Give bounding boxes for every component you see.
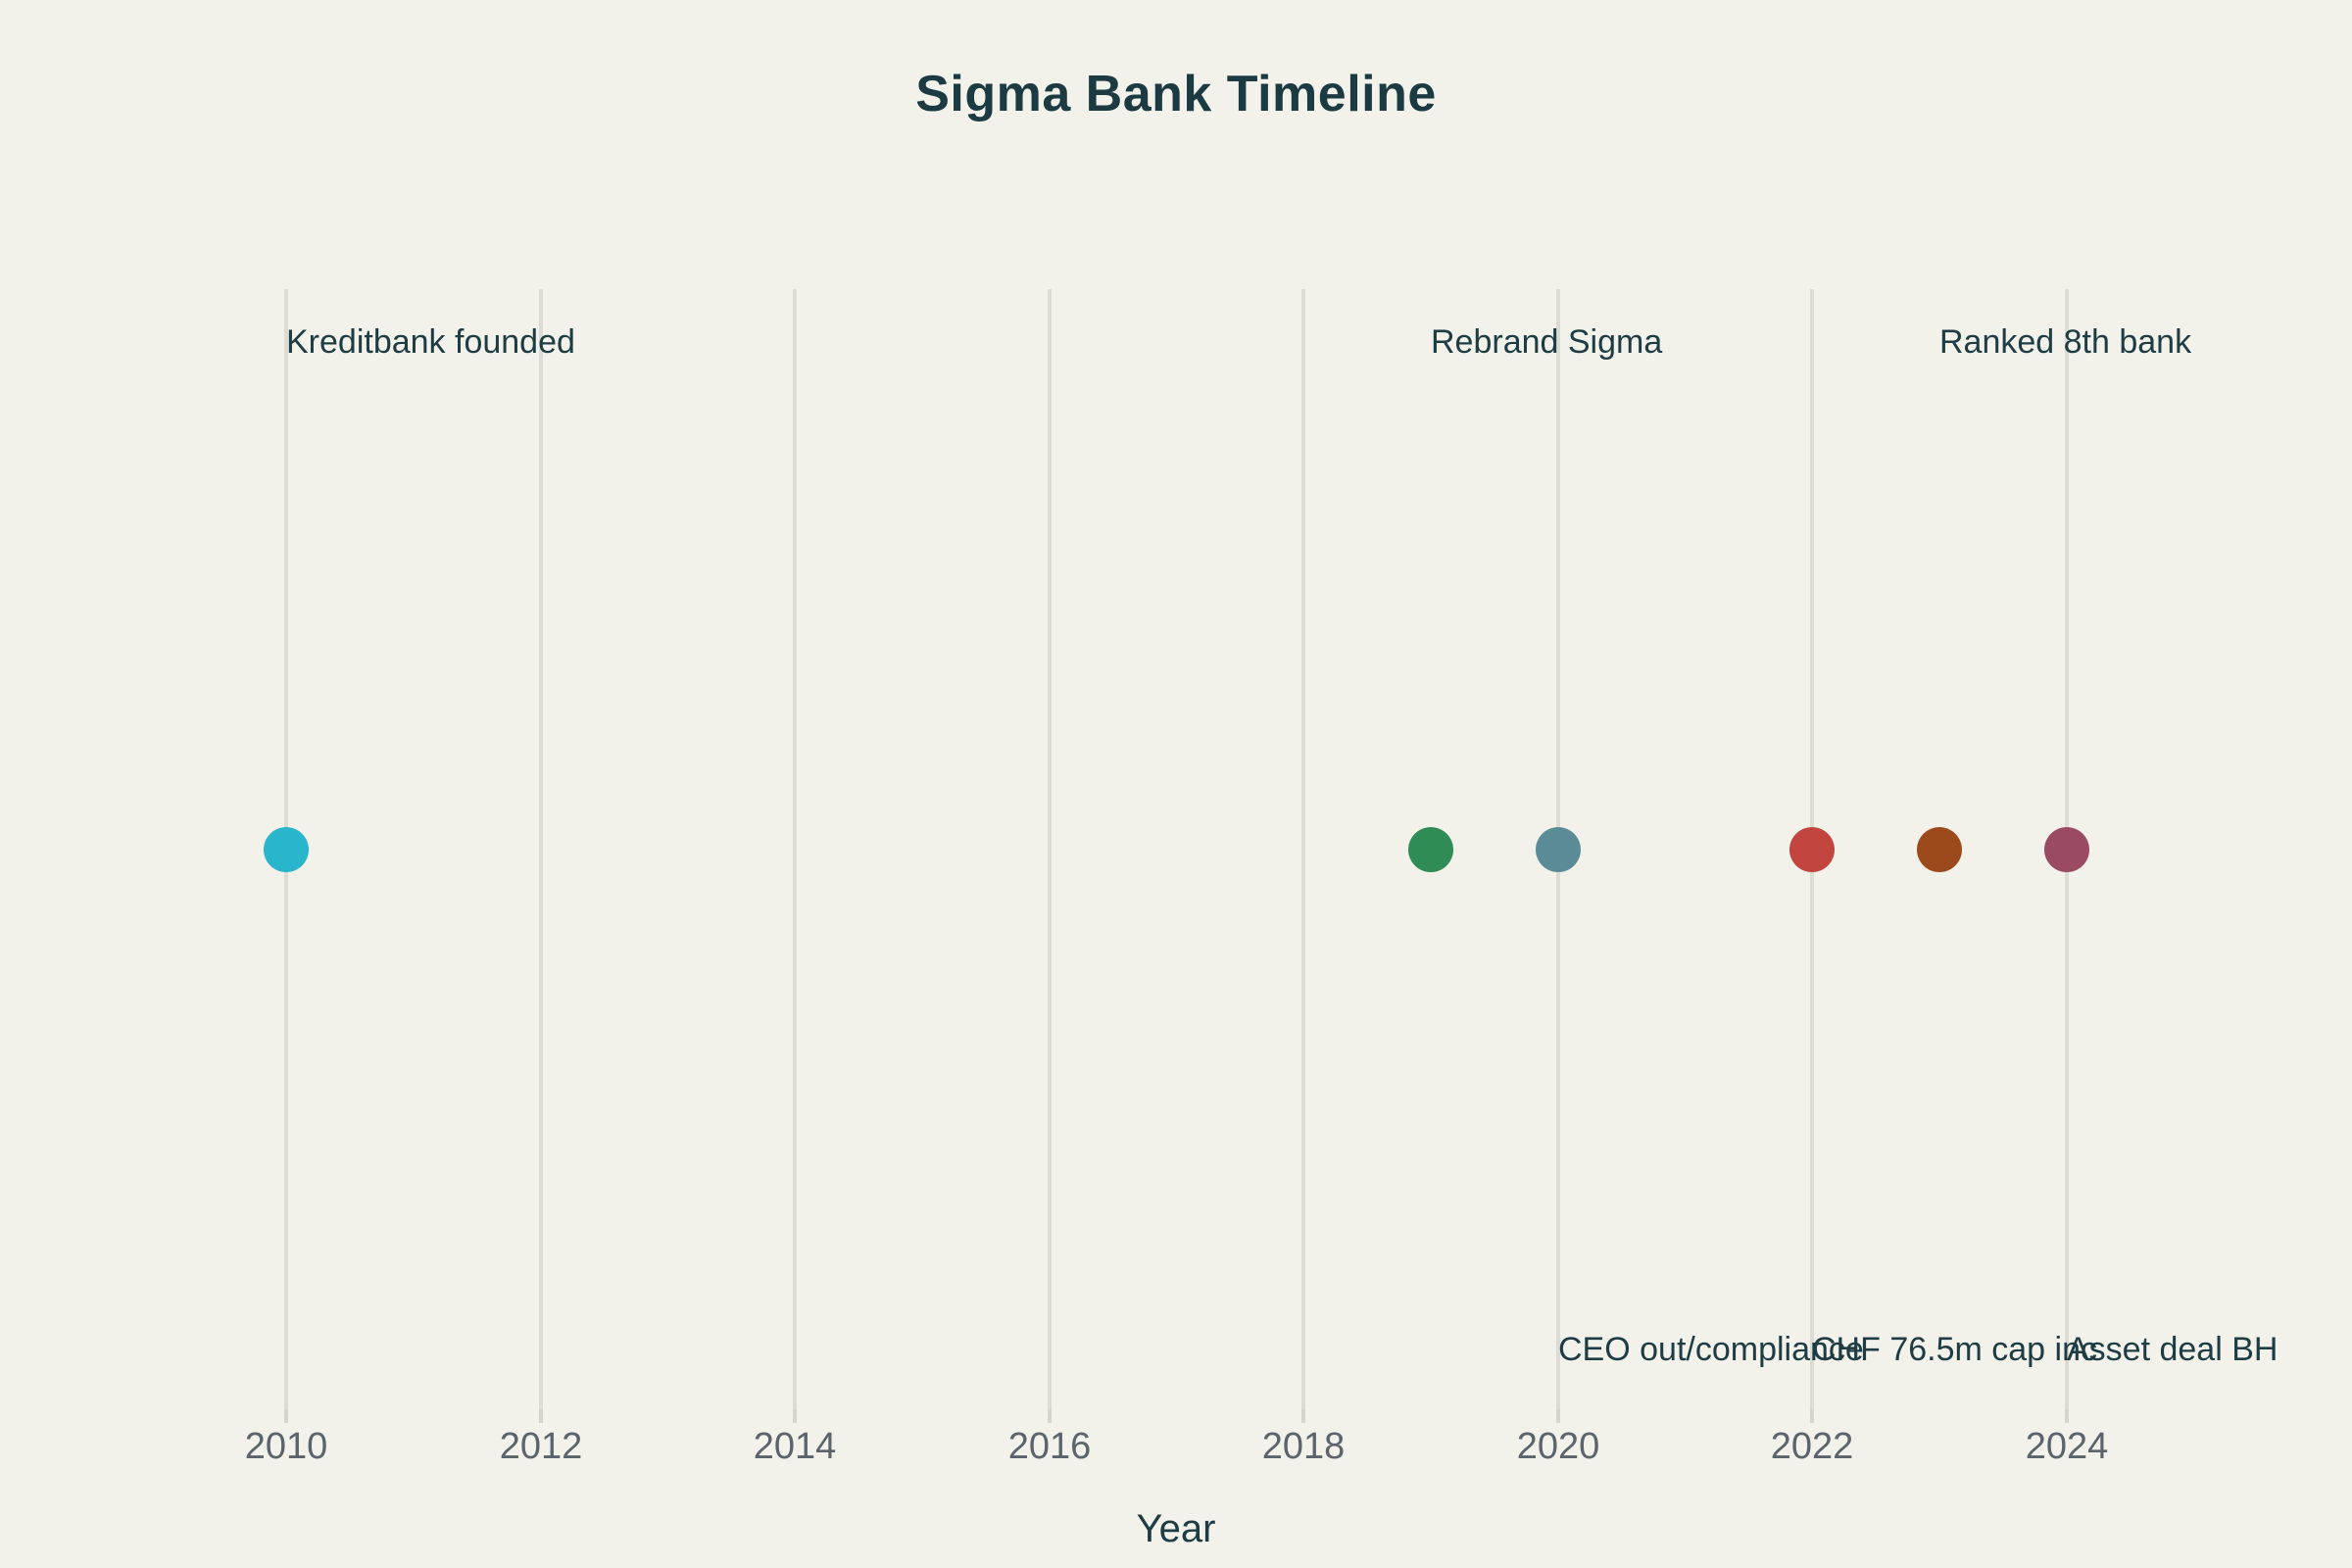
tick-label-2010: 2010 xyxy=(244,1426,328,1467)
event-label-2022: CHF 76.5m cap inc xyxy=(1812,1331,2097,1368)
event-label-2019: Rebrand Sigma xyxy=(1431,323,1663,361)
axis-tick-2020 xyxy=(1556,1409,1560,1423)
gridline-2012 xyxy=(539,289,543,1409)
gridline-2014 xyxy=(793,289,797,1409)
tick-label-2016: 2016 xyxy=(1007,1426,1092,1467)
event-marker-2020 xyxy=(1536,827,1581,872)
tick-label-2012: 2012 xyxy=(499,1426,583,1467)
axis-tick-2012 xyxy=(539,1409,543,1423)
event-marker-2019 xyxy=(1408,827,1453,872)
tick-label-2022: 2022 xyxy=(1770,1426,1854,1467)
event-label-2020: CEO out/compliance xyxy=(1558,1331,1864,1368)
event-label-2010: Kreditbank founded xyxy=(286,323,575,361)
event-marker-2023 xyxy=(1917,827,1962,872)
axis-tick-2010 xyxy=(284,1409,288,1423)
tick-label-2018: 2018 xyxy=(1261,1426,1346,1467)
tick-label-2014: 2014 xyxy=(753,1426,837,1467)
tick-label-2024: 2024 xyxy=(2025,1426,2109,1467)
event-marker-2022 xyxy=(1789,827,1835,872)
event-marker-2010 xyxy=(264,827,309,872)
gridline-2016 xyxy=(1048,289,1052,1409)
tick-label-2020: 2020 xyxy=(1516,1426,1600,1467)
chart-title: Sigma Bank Timeline xyxy=(915,66,1437,122)
axis-tick-2016 xyxy=(1048,1409,1052,1423)
event-label-2023: Ranked 8th bank xyxy=(1939,323,2192,361)
axis-tick-2018 xyxy=(1301,1409,1305,1423)
axis-tick-2014 xyxy=(793,1409,797,1423)
event-label-2024: Asset deal BH xyxy=(2067,1331,2278,1368)
event-marker-2024 xyxy=(2044,827,2089,872)
gridline-2018 xyxy=(1301,289,1305,1409)
axis-tick-2022 xyxy=(1810,1409,1814,1423)
x-axis-label: Year xyxy=(1136,1507,1216,1550)
axis-tick-2024 xyxy=(2065,1409,2069,1423)
